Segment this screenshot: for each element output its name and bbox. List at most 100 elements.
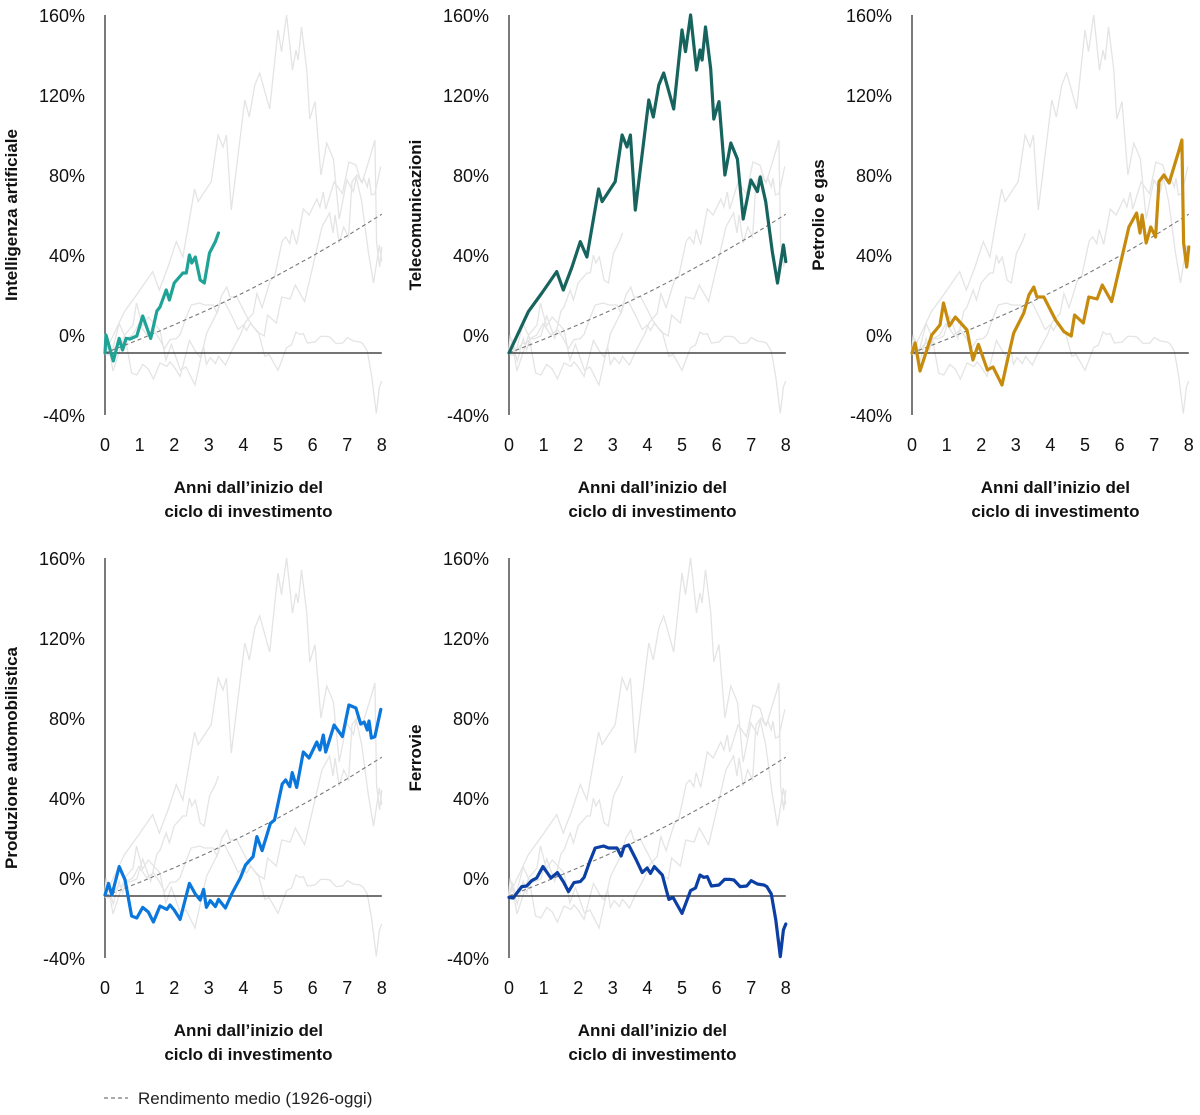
x-tick-label: 5 (273, 978, 283, 998)
y-tick-label: 120% (443, 629, 489, 649)
x-tick-label: 0 (504, 978, 514, 998)
x-tick-label: 4 (238, 978, 248, 998)
x-tick-label: 5 (1080, 435, 1090, 455)
y-tick-label: 0% (59, 869, 85, 889)
x-tick-label: 3 (1011, 435, 1021, 455)
x-axis-label-line1: Anni dall’inizio del (578, 1021, 727, 1040)
legend: Rendimento medio (1926-oggi) (104, 1089, 372, 1108)
x-tick-label: 7 (342, 978, 352, 998)
x-tick-label: 2 (573, 978, 583, 998)
context-series-line (508, 161, 786, 381)
y-tick-label: 120% (846, 86, 892, 106)
context-series-line (104, 161, 382, 381)
x-tick-label: 2 (573, 435, 583, 455)
y-tick-label: 120% (39, 629, 85, 649)
context-series-line (104, 557, 383, 897)
x-tick-label: 0 (504, 435, 514, 455)
y-tick-label: -40% (43, 406, 85, 426)
y-tick-label: 0% (463, 326, 489, 346)
x-tick-label: 1 (135, 435, 145, 455)
y-tick-label: 120% (443, 86, 489, 106)
x-axis-label-line1: Anni dall’inizio del (981, 478, 1130, 497)
y-tick-label: 40% (49, 789, 85, 809)
y-tick-label: 160% (39, 549, 85, 569)
x-tick-label: 5 (677, 978, 687, 998)
context-series-line (911, 161, 1189, 381)
x-tick-label: 2 (976, 435, 986, 455)
context-series-line (508, 775, 624, 907)
y-tick-label: 40% (856, 246, 892, 266)
x-tick-label: 2 (169, 978, 179, 998)
panel-4: 160% 120% 80% 40% 0% -40% 0 1 2 3 4 5 6 7 8 Ferrovie Ann… (406, 549, 791, 1064)
x-tick-label: 1 (539, 435, 549, 455)
y-tick-label: 160% (39, 6, 85, 26)
x-axis-label-line1: Anni dall’inizio del (578, 478, 727, 497)
panel-3: 160% 120% 80% 40% 0% -40% 0 1 2 3 4 5 6 7 8 Produzione … (2, 549, 387, 1064)
x-tick-label: 1 (942, 435, 952, 455)
x-axis-label-line1: Anni dall’inizio del (174, 478, 323, 497)
x-axis-label-line2: ciclo di investimento (568, 1045, 736, 1064)
average-return-line (508, 756, 787, 897)
context-series-line (104, 139, 383, 387)
x-axis-label-line2: ciclo di investimento (164, 502, 332, 521)
y-tick-label: 0% (866, 326, 892, 346)
context-series-line (508, 139, 787, 387)
x-tick-label: 7 (746, 435, 756, 455)
series-line-2 (910, 138, 1191, 387)
x-tick-label: 5 (677, 435, 687, 455)
x-tick-label: 4 (642, 435, 652, 455)
x-tick-label: 3 (204, 978, 214, 998)
average-return-line (104, 213, 383, 354)
context-series-line (911, 232, 1027, 364)
x-tick-label: 6 (1115, 435, 1125, 455)
y-tick-label: 120% (39, 86, 85, 106)
y-tick-label: 160% (443, 549, 489, 569)
context-series-line (508, 682, 787, 930)
context-series-line (104, 14, 383, 354)
series-line-3 (103, 703, 383, 924)
y-tick-label: 160% (443, 6, 489, 26)
y-tick-label: 160% (846, 6, 892, 26)
context-series-line (911, 14, 1190, 354)
x-tick-label: 0 (100, 978, 110, 998)
x-tick-label: 5 (273, 435, 283, 455)
x-tick-label: 6 (712, 978, 722, 998)
context-series-line (508, 232, 624, 364)
x-tick-label: 8 (781, 435, 791, 455)
x-tick-label: 7 (746, 978, 756, 998)
y-tick-label: 80% (49, 709, 85, 729)
x-axis-label-line1: Anni dall’inizio del (174, 1021, 323, 1040)
x-axis-label-line2: ciclo di investimento (971, 502, 1139, 521)
y-tick-label: -40% (447, 949, 489, 969)
series-line-0 (103, 231, 221, 363)
x-tick-label: 3 (204, 435, 214, 455)
x-tick-label: 0 (100, 435, 110, 455)
y-tick-label: -40% (447, 406, 489, 426)
x-axis-label-line2: ciclo di investimento (568, 502, 736, 521)
panel-title: Intelligenza artificiale (2, 129, 21, 301)
y-tick-label: 0% (59, 326, 85, 346)
x-tick-label: 2 (169, 435, 179, 455)
x-tick-label: 8 (377, 978, 387, 998)
y-tick-label: -40% (43, 949, 85, 969)
x-tick-label: 4 (238, 435, 248, 455)
x-tick-label: 1 (135, 978, 145, 998)
panel-0: 160% 120% 80% 40% 0% -40% 0 1 2 3 4 5 6 7 8 Intelligenz… (2, 6, 387, 521)
x-tick-label: 0 (907, 435, 917, 455)
x-tick-label: 7 (342, 435, 352, 455)
x-tick-label: 8 (377, 435, 387, 455)
panel-title: Produzione automobilistica (2, 646, 21, 869)
x-tick-label: 1 (539, 978, 549, 998)
x-tick-label: 4 (642, 978, 652, 998)
x-axis-label-line2: ciclo di investimento (164, 1045, 332, 1064)
y-tick-label: -40% (850, 406, 892, 426)
y-tick-label: 80% (856, 166, 892, 186)
panel-title: Petrolio e gas (809, 159, 828, 270)
context-series-line (508, 704, 786, 924)
y-tick-label: 80% (49, 166, 85, 186)
panel-title: Ferrovie (406, 724, 425, 791)
average-return-line (508, 213, 787, 354)
x-tick-label: 7 (1149, 435, 1159, 455)
context-series-line (508, 301, 787, 414)
y-tick-label: 0% (463, 869, 489, 889)
